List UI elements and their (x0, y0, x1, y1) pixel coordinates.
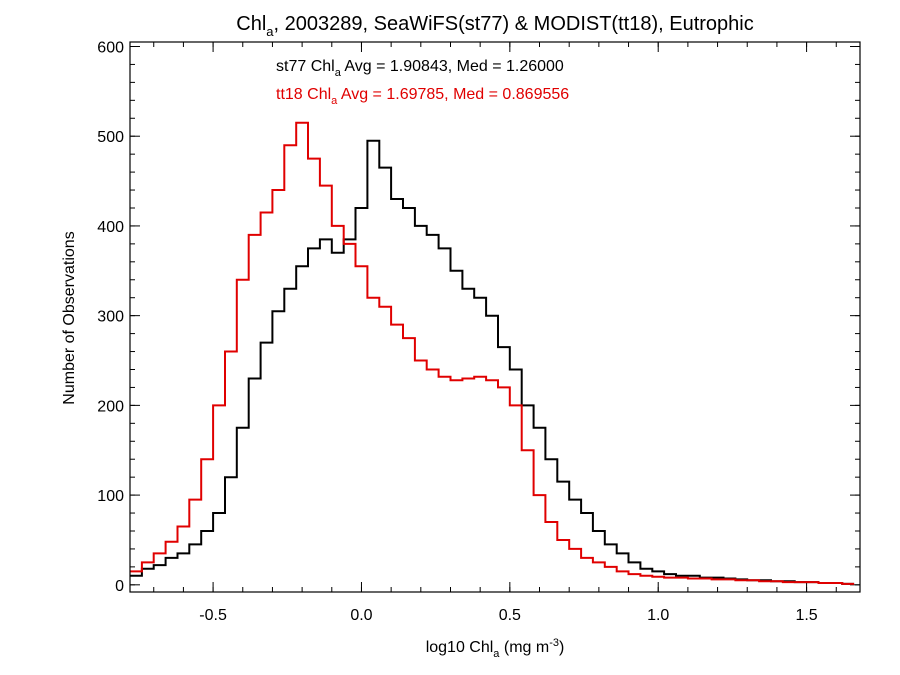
y-tick-label: 300 (97, 309, 124, 326)
st77-stats-annotation: st77 Chla Avg = 1.90843, Med = 1.26000 (276, 58, 564, 79)
series-lines (130, 121, 855, 585)
y-tick-label: 600 (97, 39, 124, 56)
x-tick-label: -0.5 (199, 607, 227, 624)
x-tick-label: 1.5 (795, 607, 817, 624)
x-tick-label: 1.0 (647, 607, 669, 624)
axis-ticks: -0.5 0.0 0.5 1.0 1.5 0 100 200 300 400 500 600 (97, 39, 860, 624)
y-tick-label: 500 (97, 129, 124, 146)
chart-title: Chla, 2003289, SeaWiFS(st77) & MODIST(tt… (236, 13, 753, 39)
y-tick-label: 100 (97, 488, 124, 505)
plot-frame (129, 41, 861, 593)
y-tick-label: 200 (97, 398, 124, 415)
x-tick-label: 0.0 (350, 607, 372, 624)
y-tick-label: 0 (115, 578, 124, 595)
series-tt18-line (130, 121, 855, 585)
y-tick-label: 400 (97, 219, 124, 236)
x-axis-label: log10 Chla (mg m-3) (426, 637, 565, 660)
x-tick-label: 0.5 (499, 607, 521, 624)
tt18-stats-annotation: tt18 Chla Avg = 1.69785, Med = 0.869556 (276, 86, 569, 107)
y-axis-label: Number of Observations (61, 231, 78, 404)
